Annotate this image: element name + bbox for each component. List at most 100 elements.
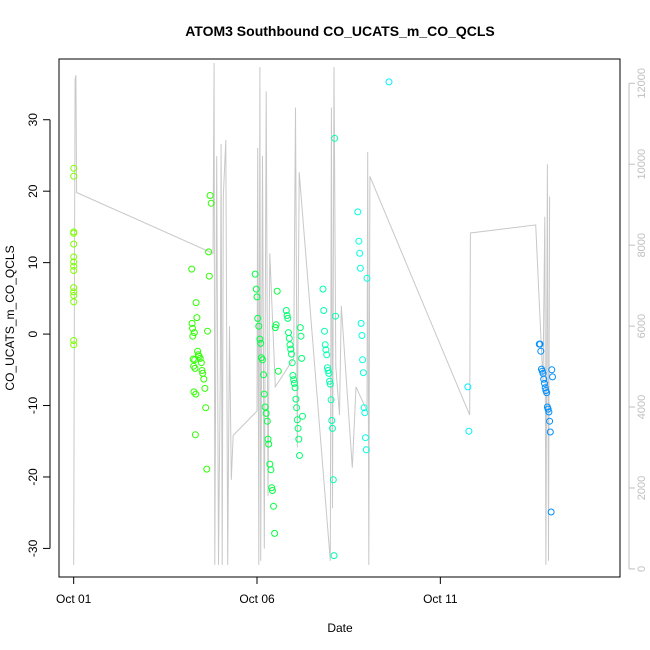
data-point bbox=[272, 321, 280, 329]
data-point bbox=[198, 367, 206, 374]
data-point bbox=[331, 134, 339, 142]
data-point bbox=[282, 307, 290, 314]
data-point bbox=[268, 487, 276, 494]
data-point bbox=[537, 347, 545, 355]
data-point bbox=[196, 354, 204, 362]
data-point bbox=[546, 417, 554, 425]
data-point bbox=[285, 334, 293, 342]
data-point bbox=[70, 288, 78, 296]
data-point bbox=[70, 258, 78, 266]
data-point bbox=[193, 314, 201, 322]
x-tick-label: Oct 11 bbox=[423, 592, 458, 606]
data-point bbox=[197, 359, 205, 367]
data-point bbox=[191, 364, 199, 372]
chart-title: ATOM3 Southbound CO_UCATS_m_CO_QCLS bbox=[185, 23, 495, 39]
data-point bbox=[207, 199, 215, 207]
data-point bbox=[203, 465, 211, 473]
data-point bbox=[295, 435, 303, 443]
data-point bbox=[326, 380, 334, 388]
data-point bbox=[356, 249, 364, 257]
data-point bbox=[543, 389, 551, 397]
data-point bbox=[292, 395, 300, 403]
data-point bbox=[254, 314, 262, 322]
data-point bbox=[323, 351, 331, 359]
data-point bbox=[200, 375, 208, 383]
data-point bbox=[201, 384, 209, 392]
data-point bbox=[320, 307, 328, 314]
data-point bbox=[259, 356, 266, 364]
data-point bbox=[544, 405, 552, 413]
data-point bbox=[355, 237, 363, 245]
data-point bbox=[286, 341, 294, 349]
data-point bbox=[70, 262, 78, 270]
data-point bbox=[270, 502, 277, 510]
data-point bbox=[325, 369, 333, 377]
data-points-layer bbox=[70, 78, 556, 560]
data-point bbox=[205, 248, 213, 256]
data-point bbox=[260, 390, 268, 398]
y-tick-label: -10 bbox=[26, 397, 40, 415]
data-point bbox=[296, 324, 304, 332]
data-point bbox=[70, 172, 78, 180]
flight-profile-layer bbox=[73, 62, 551, 565]
y-right-tick-label: 10000 bbox=[636, 149, 648, 180]
y-right-tick-label: 12000 bbox=[636, 68, 648, 99]
data-point bbox=[360, 404, 368, 412]
data-point bbox=[362, 434, 369, 442]
data-point bbox=[262, 409, 270, 417]
data-point bbox=[464, 383, 472, 391]
data-point bbox=[288, 359, 296, 367]
data-point bbox=[267, 466, 275, 474]
data-point bbox=[204, 327, 211, 335]
data-point bbox=[261, 403, 269, 411]
data-point bbox=[255, 322, 263, 330]
data-point bbox=[70, 240, 78, 248]
data-point bbox=[273, 287, 281, 295]
data-point bbox=[260, 371, 268, 379]
data-point bbox=[188, 319, 196, 327]
data-point bbox=[291, 384, 299, 392]
data-point bbox=[547, 508, 555, 516]
data-point bbox=[70, 267, 78, 274]
y-tick-label: 0 bbox=[26, 330, 40, 337]
data-point bbox=[324, 367, 332, 374]
data-point bbox=[190, 388, 198, 396]
data-point bbox=[191, 431, 199, 439]
data-point bbox=[548, 366, 556, 374]
data-point bbox=[265, 440, 273, 448]
y-tick-label: 30 bbox=[26, 113, 40, 127]
data-point bbox=[359, 356, 367, 364]
data-point bbox=[268, 484, 276, 492]
data-point bbox=[70, 284, 78, 292]
y-axis-label: CO_UCATS_m_CO_QCLS bbox=[3, 245, 17, 390]
data-point bbox=[285, 329, 292, 337]
data-point bbox=[293, 416, 301, 424]
data-point bbox=[70, 292, 78, 299]
data-point bbox=[356, 264, 364, 272]
data-point bbox=[205, 272, 213, 280]
data-point bbox=[326, 377, 334, 385]
data-point bbox=[541, 379, 548, 387]
data-point bbox=[70, 337, 78, 344]
data-point bbox=[296, 452, 303, 459]
y-right-tick-label: 6000 bbox=[636, 314, 648, 338]
data-point bbox=[190, 329, 198, 337]
data-point bbox=[328, 417, 336, 424]
data-point bbox=[298, 354, 306, 362]
data-point bbox=[251, 270, 259, 278]
data-point bbox=[357, 319, 365, 327]
data-point bbox=[329, 476, 337, 484]
data-point bbox=[70, 164, 78, 172]
data-point bbox=[263, 417, 271, 425]
data-point bbox=[297, 332, 305, 340]
data-point bbox=[322, 346, 330, 354]
data-point bbox=[385, 78, 393, 86]
data-point bbox=[252, 285, 260, 293]
data-point bbox=[294, 424, 302, 432]
data-point bbox=[290, 379, 298, 387]
data-point bbox=[70, 341, 78, 349]
data-point bbox=[332, 312, 339, 320]
data-point bbox=[253, 293, 261, 301]
data-point bbox=[202, 404, 210, 412]
data-point bbox=[319, 285, 327, 293]
